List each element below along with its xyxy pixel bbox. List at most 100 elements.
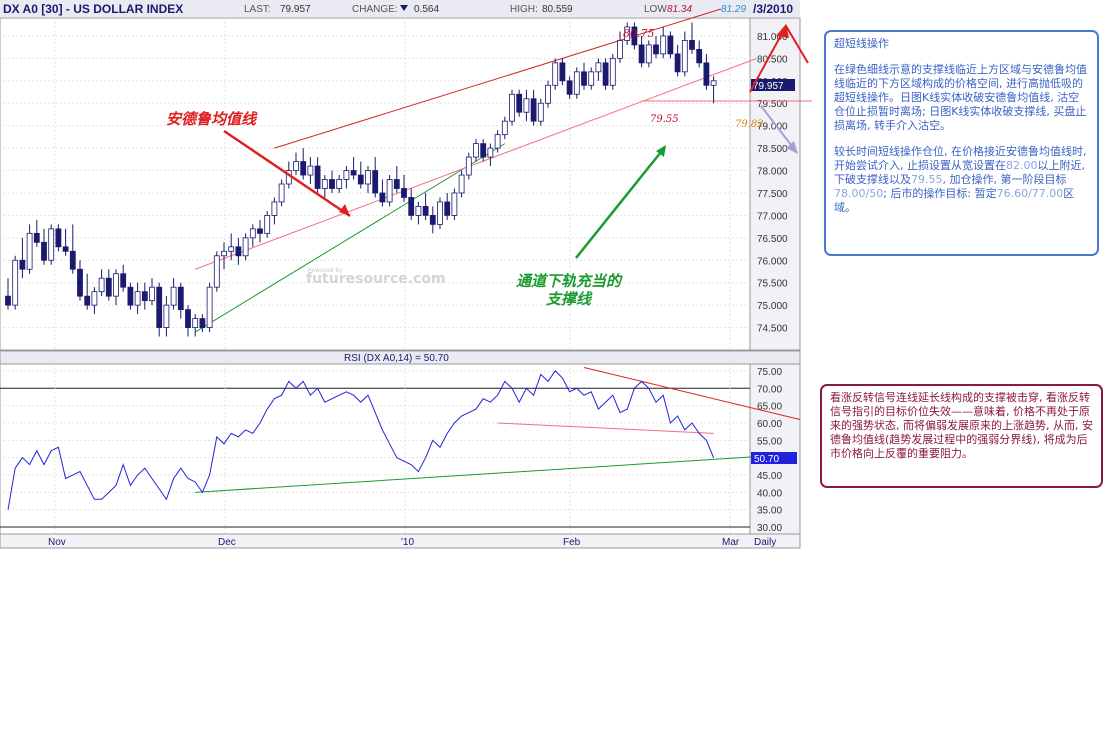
candle-up <box>509 93 515 122</box>
candle-up <box>660 35 667 55</box>
candle-down <box>120 273 127 288</box>
price-note-80-75: 80.75 <box>623 27 655 40</box>
rsi-tick-label: 45.00 <box>757 471 782 482</box>
candle-down <box>177 286 184 311</box>
candle-up <box>573 71 580 95</box>
candle-up <box>336 179 343 189</box>
price-tick-label: 78.000 <box>757 167 788 178</box>
candle-up <box>228 246 235 252</box>
candle-down <box>379 192 386 203</box>
note-level: 79.55 <box>911 173 943 186</box>
candle-up <box>12 259 19 306</box>
candle-up <box>365 170 371 185</box>
candle-up <box>271 201 278 216</box>
rsi-tick-label: 40.00 <box>757 488 782 499</box>
candle-up <box>552 62 559 86</box>
note-level: 76.60/77.00 <box>996 187 1064 200</box>
candle-down <box>444 201 451 216</box>
period-label: Daily <box>754 537 776 548</box>
price-tick-label: 77.000 <box>757 211 788 222</box>
candle-down <box>703 62 710 86</box>
candle-down <box>429 215 436 225</box>
candle-down <box>199 318 206 328</box>
candle-up <box>415 206 422 216</box>
candle-up <box>249 228 256 239</box>
candle-down <box>235 246 242 257</box>
candle-down <box>581 71 587 86</box>
candle-down <box>653 44 659 55</box>
channel-lower-support-line <box>194 143 506 333</box>
candle-up <box>113 273 119 297</box>
candle-down <box>516 93 523 113</box>
watermark: futuresource.com <box>306 271 446 287</box>
candle-down <box>84 295 91 306</box>
last-price-tag-text: 79.957 <box>753 81 784 92</box>
candle-up <box>624 26 631 41</box>
candle-up <box>213 255 220 288</box>
last-value: 79.957 <box>280 4 311 15</box>
candle-down <box>674 53 681 73</box>
price-grid <box>0 18 750 350</box>
price-tick-label: 76.000 <box>757 256 788 267</box>
candle-down <box>689 40 695 50</box>
candle-down <box>422 206 429 216</box>
candle-up <box>242 237 249 257</box>
watermark-small: Powered by <box>308 267 343 274</box>
channel-upper-line <box>274 8 721 149</box>
x-tick-label: Nov <box>48 537 66 548</box>
projection-down-arrow-head <box>786 141 798 154</box>
candle-up <box>437 201 443 225</box>
candle-down <box>127 286 134 306</box>
candle-up <box>307 165 314 176</box>
rsi-tick-label: 70.00 <box>757 384 782 395</box>
candle-down <box>401 188 407 198</box>
price-note-79-55: 79.55 <box>650 114 679 125</box>
candle-down <box>69 250 76 270</box>
x-tick-label: Dec <box>218 537 236 548</box>
candle-down <box>77 268 83 297</box>
candle-down <box>372 170 379 194</box>
rsi-tick-label: 55.00 <box>757 436 782 447</box>
change-down-icon <box>400 5 408 11</box>
andrews-median-line <box>195 57 757 270</box>
price-tick-label: 76.500 <box>757 234 788 245</box>
candle-up <box>451 192 458 216</box>
candle-down <box>41 241 47 261</box>
candle-up <box>588 71 595 86</box>
channel-label-line2: 支撑线 <box>546 290 593 308</box>
last-price-tag <box>751 79 795 91</box>
candle-down <box>156 286 163 328</box>
andrews-line-label: 安德鲁均值线 <box>166 110 258 128</box>
candle-up <box>98 277 105 293</box>
rsi-tick-label: 65.00 <box>757 402 782 413</box>
price-tick-label: 75.000 <box>757 301 788 312</box>
candle-down <box>329 179 335 189</box>
price-axis-labels: 81.00080.50080.00079.50079.00078.50078.0… <box>757 32 788 335</box>
candle-up <box>321 179 328 189</box>
candle-up <box>473 143 479 158</box>
rsi-note-text: 看涨反转信号连线延长线构成的支撑被击穿, 看涨反转信号指引的目标价位失效——意味… <box>830 391 1093 460</box>
chart-symbol: DX A0 [30] - US DOLLAR INDEX <box>3 2 183 16</box>
price-axis <box>749 17 801 351</box>
x-tick-label: '10 <box>401 537 414 548</box>
x-tick-label: Mar <box>722 537 740 548</box>
candle-down <box>559 62 566 82</box>
price-tick-label: 77.500 <box>757 189 788 200</box>
last-label: LAST: <box>244 4 271 15</box>
change-label: CHANGE: <box>352 4 398 15</box>
candle-down <box>350 170 357 176</box>
candle-up <box>91 291 98 306</box>
short-term-strategy-note: 超短线操作 在绿色细线示意的支撑线临近上方区域与安德鲁均值线临近的下方区域构成的… <box>824 30 1099 256</box>
candle-down <box>62 246 69 252</box>
rsi-support-line <box>195 456 757 493</box>
candle-down <box>602 62 609 86</box>
rsi-title: RSI (DX A0,14) = 50.70 <box>344 353 449 364</box>
candle-down <box>33 232 40 243</box>
rsi-tick-label: 60.00 <box>757 419 782 430</box>
note-level: 82.00 <box>1006 159 1038 172</box>
andrews-arrow-head <box>339 204 350 216</box>
low-label: LOW <box>644 4 667 15</box>
candle-up <box>681 40 688 73</box>
candle-down <box>667 35 674 55</box>
candle-up <box>595 62 602 73</box>
